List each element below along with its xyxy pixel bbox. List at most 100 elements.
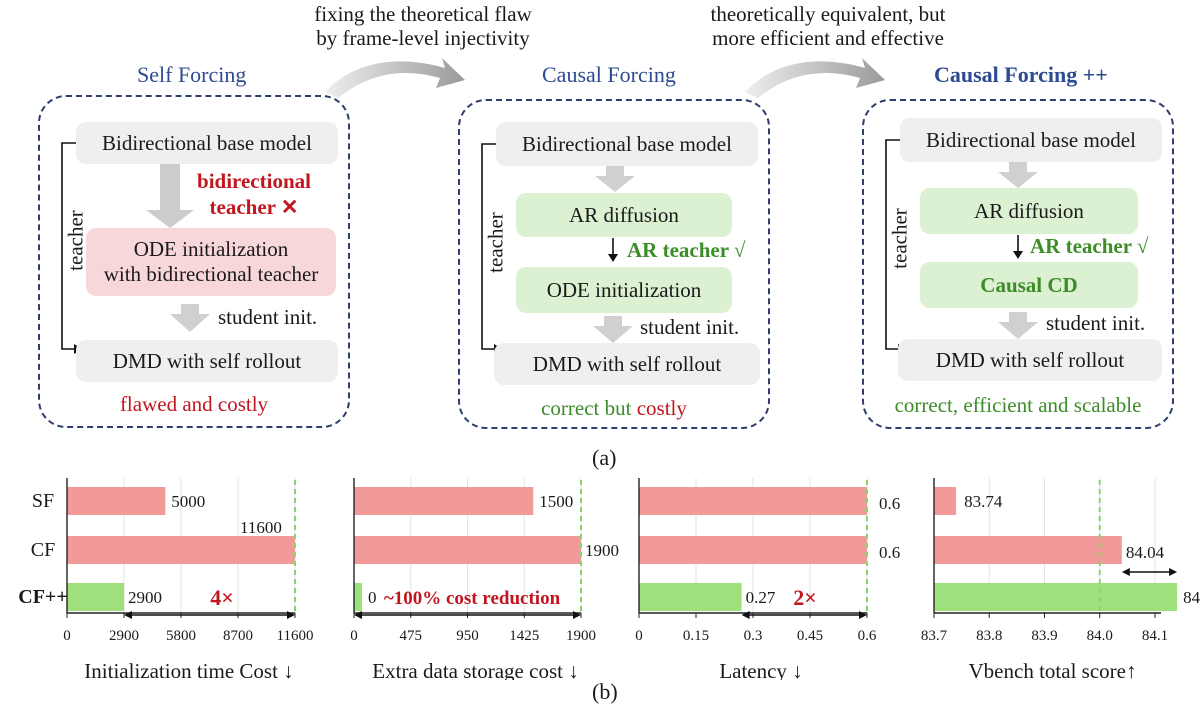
category-label-cf: CF <box>31 539 55 561</box>
chart2-diff-arrowhead-left <box>354 611 362 619</box>
chart3-value-label: 0.6 <box>879 494 900 513</box>
p2-dmd-box: DMD with self rollout <box>494 343 760 385</box>
chart2-tick-label: 475 <box>400 628 423 644</box>
chart1-value-label: 5000 <box>171 492 205 511</box>
chart2-bar-sf <box>354 487 534 515</box>
p2-verdict-part2: costly <box>636 396 687 420</box>
p3-dmd-box: DMD with self rollout <box>898 339 1162 381</box>
p2-verdict-part1: correct but <box>541 396 632 420</box>
panel-frame-causal-forcing-pp <box>862 99 1174 429</box>
panel-title-causal-forcing: Causal Forcing <box>542 62 676 87</box>
chart4-xlabel: Vbench total score↑ <box>969 659 1137 680</box>
p2-ar-teacher-note: AR teacher √ <box>627 238 746 262</box>
p1-student-init: student init. <box>218 305 318 329</box>
p2-teacher-line <box>481 143 496 350</box>
curved-arrow-right <box>745 58 885 98</box>
chart3-tick-label: 0.3 <box>744 628 763 644</box>
p2-ar-diffusion-box: AR diffusion <box>516 193 732 237</box>
chart1-diff-arrowhead-right <box>287 611 295 619</box>
chart2-tick-label: 950 <box>456 628 479 644</box>
p3-ar-teacher-note: AR teacher √ <box>1030 234 1149 258</box>
chart1-tick-label: 5800 <box>166 628 196 644</box>
chart2-tick-label: 0 <box>350 628 358 644</box>
chart3-diff-arrowhead-left <box>741 611 750 619</box>
chart2-bar-cfpp <box>354 583 362 611</box>
chart4-bar-sf <box>934 487 957 515</box>
chart4-bar-cfpp <box>934 583 1178 611</box>
chart2-diff-arrowhead-right <box>573 611 581 619</box>
p3-ar-diffusion-box: AR diffusion <box>920 188 1138 234</box>
panel-frame-causal-forcing <box>458 99 770 429</box>
panel-frame-self-forcing <box>38 95 350 428</box>
chart3-xlabel: Latency ↓ <box>719 659 802 680</box>
p1-init-box: ODE initialization with bidirectional te… <box>86 228 336 296</box>
p2-student-arrow <box>593 316 633 343</box>
p2-teacher-label: teacher <box>483 212 508 273</box>
p1-teacher-label: teacher <box>63 210 88 271</box>
p1-init-line2: with bidirectional teacher <box>103 262 319 286</box>
top-note-left-line1: fixing the theoretical flaw <box>314 2 532 26</box>
chart1-tick-label: 11600 <box>277 628 314 644</box>
p1-dmd-box: DMD with self rollout <box>76 340 338 382</box>
chart1-value-label: 11600 <box>240 518 282 537</box>
p1-teacher-line <box>61 142 76 350</box>
chart2-annotation: ~100% cost reduction <box>384 588 561 609</box>
chart1-bar-cf <box>67 536 295 564</box>
chart3-tick-label: 0.6 <box>858 628 877 644</box>
category-label-sf: SF <box>32 490 54 512</box>
chart1-value-label: 2900 <box>128 588 162 607</box>
chart2-tick-label: 1425 <box>509 628 539 644</box>
chart2-value-label: 1500 <box>539 492 573 511</box>
chart3-value-label: 0.6 <box>879 543 900 562</box>
p1-init-line1: ODE initialization <box>133 237 289 261</box>
chart3-tick-label: 0.15 <box>683 628 709 644</box>
chart2-value-label: 0 <box>368 588 377 607</box>
chart1-bar-sf <box>67 487 166 515</box>
chart4-value-label: 84.14 <box>1183 588 1200 607</box>
chart2-tick-label: 1900 <box>566 628 596 644</box>
p3-student-init: student init. <box>1046 311 1146 335</box>
chart3-annotation: 2× <box>793 585 817 610</box>
chart4-tick-label: 83.8 <box>976 628 1002 644</box>
chart1-bar-cfpp <box>67 583 124 611</box>
chart1-tick-label: 8700 <box>223 628 253 644</box>
caption-a: (a) <box>592 445 617 470</box>
chart4-tick-label: 83.9 <box>1031 628 1057 644</box>
p1-student-arrow <box>170 304 210 332</box>
p2-init-box: ODE initialization <box>516 267 732 313</box>
top-note-left-line2: by frame-level injectivity <box>316 26 530 50</box>
chart3-value-label: 0.27 <box>746 588 776 607</box>
caption-b: (b) <box>592 679 618 704</box>
chart2-bar-cf <box>354 536 581 564</box>
bar-charts: SF CF CF++ 0 2900 5800 8700 11600 Initialization… <box>18 478 1200 680</box>
p2-down-arrow-1 <box>595 166 635 192</box>
p1-verdict: flawed and costly <box>119 392 269 416</box>
chart3-bar-cf <box>639 536 867 564</box>
panel-title-causal-forcing-pp: Causal Forcing ++ <box>934 62 1108 87</box>
chart3-diff-arrowhead-right <box>859 611 867 619</box>
chart4-value-label: 84.04 <box>1126 543 1165 562</box>
p3-teacher-line <box>885 139 900 350</box>
chart4-bar-cf <box>934 536 1122 564</box>
chart2-value-label: 1900 <box>585 541 619 560</box>
panel-title-self-forcing: Self Forcing <box>137 62 247 87</box>
curved-arrow-left <box>325 58 465 98</box>
chart1-tick-label: 2900 <box>109 628 139 644</box>
p3-student-arrow <box>998 312 1038 339</box>
transition-arrows <box>325 58 885 98</box>
p1-teacher-note-line2: teacher ✕ <box>209 195 299 219</box>
p3-down-arrow-1 <box>998 162 1038 188</box>
chart1-diff-arrowhead-left <box>124 611 132 619</box>
chart3-tick-label: 0.45 <box>797 628 823 644</box>
p2-student-init: student init. <box>640 315 740 339</box>
chart3-bar-cfpp <box>639 583 742 611</box>
top-note-right: theoretically equivalent, but more effic… <box>678 2 978 50</box>
category-label-cfpp: CF++ <box>18 586 67 608</box>
p1-teacher-note-line1: bidirectional <box>197 169 311 193</box>
chart4-tick-label: 84.0 <box>1087 628 1113 644</box>
chart4-tick-label: 83.7 <box>921 628 948 644</box>
p1-big-down-arrow <box>146 162 194 228</box>
p3-base-model-box: Bidirectional base model <box>900 118 1162 162</box>
chart1-annotation: 4× <box>210 585 234 610</box>
